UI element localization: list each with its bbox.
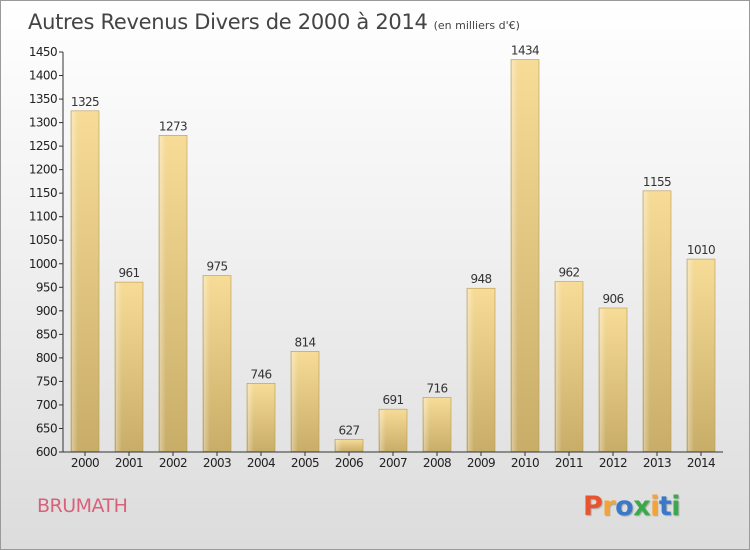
data-label: 906 [602, 292, 623, 306]
y-tick-label: 850 [36, 327, 57, 341]
brand-letter: x [633, 491, 651, 522]
bar-highlight [424, 398, 430, 451]
x-tick-label: 2008 [423, 456, 451, 470]
y-tick-label: 800 [36, 351, 57, 365]
bar-highlight [556, 282, 562, 451]
bar-highlight [468, 289, 474, 451]
bar-highlight [380, 410, 386, 451]
y-tick-label: 650 [36, 421, 57, 435]
y-tick-label: 1050 [29, 233, 57, 247]
data-label: 1325 [71, 95, 99, 109]
x-tick-label: 2009 [467, 456, 495, 470]
x-axis: 2000 2001 2002 2003 2004 2005 2006 2007 2008 2009… [71, 452, 716, 470]
bar-highlight [512, 60, 518, 451]
y-tick-label: 600 [36, 445, 57, 459]
chart-title-text: Autres Revenus Divers de 2000 à 2014 [28, 10, 428, 34]
bar-highlight [204, 276, 210, 451]
brand-letter: r [602, 491, 616, 522]
y-tick-label: 1250 [29, 139, 57, 153]
x-tick-label: 2005 [291, 456, 319, 470]
bar-highlight [336, 440, 342, 451]
brand-logo: Proxiti [583, 491, 681, 522]
x-tick-label: 2000 [71, 456, 99, 470]
bars: 1325 961 1273 975 746 814 627 691 716 948 1434 962 9… [70, 44, 716, 453]
data-label: 814 [294, 335, 315, 349]
y-axis: 600 650 700 750 800 850 900 950 1000 1050 1100 1150… [29, 45, 63, 459]
bar-highlight [248, 384, 254, 451]
bar-highlight [644, 191, 650, 451]
bar-highlight [600, 309, 606, 451]
y-tick-label: 700 [36, 398, 57, 412]
data-label: 746 [250, 367, 271, 381]
bar-highlight [72, 111, 78, 451]
data-label: 962 [558, 266, 579, 280]
x-tick-label: 2007 [379, 456, 407, 470]
brand-letter: i [650, 491, 659, 522]
data-label: 691 [382, 393, 403, 407]
x-tick-label: 2001 [115, 456, 143, 470]
y-tick-label: 1400 [29, 69, 57, 83]
y-tick-label: 1100 [29, 210, 57, 224]
y-tick-label: 1150 [29, 186, 57, 200]
brand-letter: P [583, 491, 603, 522]
data-label: 1273 [159, 119, 187, 133]
data-label: 1155 [643, 175, 671, 189]
brand-letter: i [671, 491, 681, 522]
x-tick-label: 2004 [247, 456, 275, 470]
data-label: 961 [118, 266, 139, 280]
brand-letter: o [615, 491, 634, 522]
chart-title: Autres Revenus Divers de 2000 à 2014 (en … [28, 10, 520, 34]
bar-highlight [292, 352, 298, 451]
data-label: 975 [206, 260, 227, 274]
data-label: 1434 [511, 44, 539, 58]
x-tick-label: 2013 [643, 456, 671, 470]
y-tick-label: 900 [36, 304, 57, 318]
data-label: 627 [338, 423, 359, 437]
x-tick-label: 2011 [555, 456, 583, 470]
chart-unit: (en milliers d'€) [433, 19, 520, 32]
y-tick-label: 1350 [29, 92, 57, 106]
bar-highlight [688, 260, 694, 451]
x-tick-label: 2010 [511, 456, 539, 470]
y-tick-label: 1300 [29, 116, 57, 130]
x-tick-label: 2014 [687, 456, 715, 470]
x-tick-label: 2012 [599, 456, 627, 470]
brand-letter: t [658, 491, 672, 522]
y-tick-label: 1200 [29, 163, 57, 177]
bar-highlight [116, 283, 122, 451]
x-tick-label: 2002 [159, 456, 187, 470]
city-name: BRUMATH [37, 495, 128, 517]
data-label: 948 [470, 272, 491, 286]
y-tick-label: 750 [36, 374, 57, 388]
bar-highlight [160, 136, 166, 451]
data-label: 716 [426, 381, 447, 395]
x-tick-label: 2006 [335, 456, 363, 470]
x-tick-label: 2003 [203, 456, 231, 470]
y-tick-label: 950 [36, 280, 57, 294]
y-tick-label: 1000 [29, 257, 57, 271]
y-tick-label: 1450 [29, 45, 57, 59]
data-label: 1010 [687, 243, 715, 257]
